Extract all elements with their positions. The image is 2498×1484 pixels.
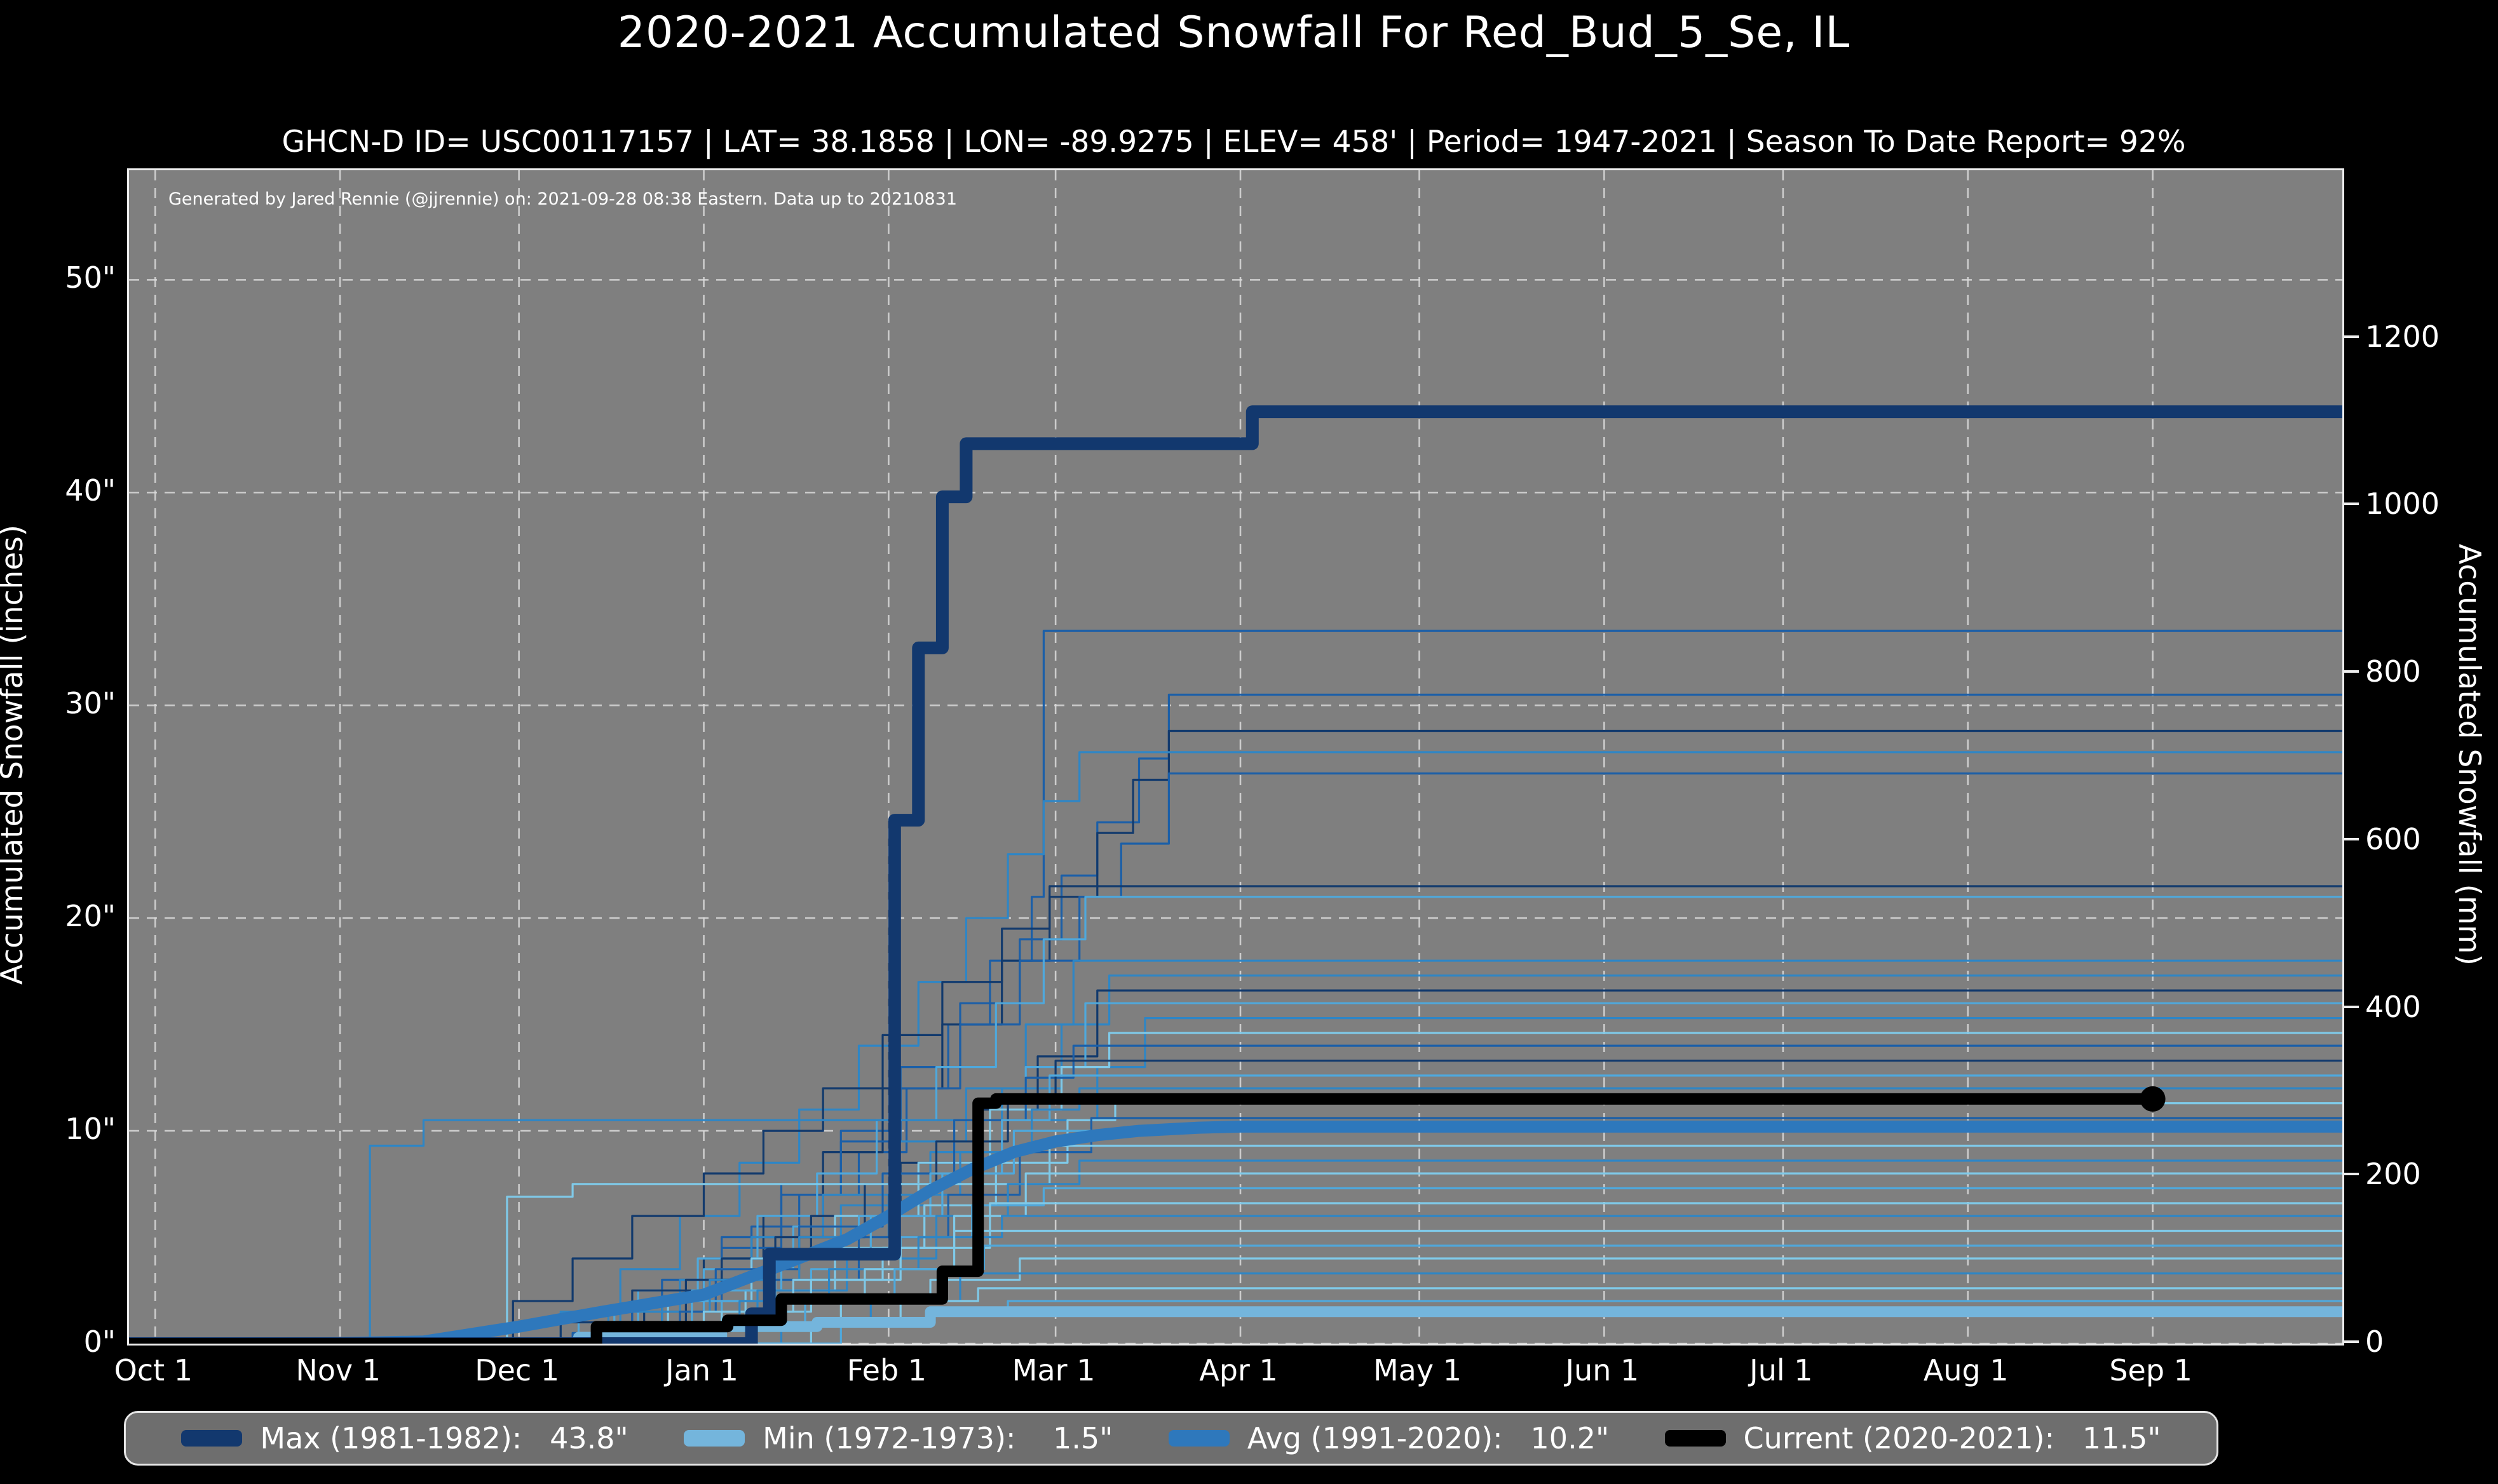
historical-year-line	[129, 1215, 2342, 1344]
x-tick-label-month: Jan 1	[665, 1353, 738, 1387]
current-line	[129, 1093, 2159, 1344]
legend-swatch	[181, 1430, 243, 1447]
historical-year-line	[129, 989, 2342, 1344]
historical-year-line	[129, 630, 2342, 1344]
y-tick-label-mm: 200	[2365, 1157, 2421, 1192]
y-tick-label-inches: 30"	[65, 686, 116, 721]
x-tick-label-month: Sep 1	[2109, 1353, 2192, 1387]
x-tick-label-month: May 1	[1373, 1353, 1462, 1387]
historical-year-line	[129, 1044, 2342, 1344]
historical-year-line	[129, 729, 2342, 1344]
legend-swatch	[684, 1430, 745, 1447]
x-tick-label-month: Jun 1	[1565, 1353, 1639, 1387]
y-tick-label-mm: 400	[2365, 989, 2421, 1024]
x-tick-label-month: Feb 1	[846, 1353, 927, 1387]
legend: Max (1981-1982): 43.8" Min (1972-1973): 1…	[124, 1411, 2218, 1466]
legend-swatch	[1168, 1430, 1230, 1447]
historical-year-line	[129, 751, 2342, 1344]
legend-label: Max (1981-1982): 43.8"	[260, 1421, 628, 1455]
legend-item-avg: Avg (1991-2020): 10.2"	[1168, 1421, 1610, 1455]
y-axis-right-label: Accumulated Snowfall (mm)	[2452, 544, 2487, 966]
x-tick-label-month: Dec 1	[475, 1353, 560, 1387]
y-tick-mark-mm	[2342, 1340, 2359, 1343]
legend-item-current: Current (2020-2021): 11.5"	[1664, 1421, 2161, 1455]
y-tick-label-inches: 50"	[65, 260, 116, 295]
current-end-marker	[2140, 1086, 2166, 1112]
y-tick-mark-mm	[2342, 335, 2359, 338]
historical-year-line	[129, 1202, 2342, 1344]
y-tick-label-inches: 0"	[83, 1325, 116, 1359]
y-tick-label-inches: 20"	[65, 899, 116, 934]
legend-swatch	[1664, 1430, 1726, 1447]
y-tick-label-mm: 600	[2365, 821, 2421, 856]
generated-by-annotation: Generated by Jared Rennie (@jjrennie) on…	[168, 189, 958, 209]
y-tick-label-mm: 1000	[2365, 487, 2440, 522]
legend-item-max: Max (1981-1982): 43.8"	[181, 1421, 628, 1455]
max-line	[129, 405, 2342, 1344]
y-tick-label-inches: 10"	[65, 1112, 116, 1147]
x-tick-label-month: Nov 1	[295, 1353, 381, 1387]
snowfall-chart-canvas	[129, 170, 2342, 1344]
historical-year-line	[129, 1144, 2342, 1344]
plot-area: Generated by Jared Rennie (@jjrennie) on…	[127, 168, 2344, 1346]
x-tick-label-month: Apr 1	[1199, 1353, 1278, 1387]
y-tick-mark-mm	[2342, 837, 2359, 840]
y-tick-label-mm: 800	[2365, 654, 2421, 689]
legend-label: Avg (1991-2020): 10.2"	[1247, 1421, 1610, 1455]
legend-label: Min (1972-1973): 1.5"	[763, 1421, 1113, 1455]
x-tick-label-month: Oct 1	[114, 1353, 193, 1387]
historical-year-line	[129, 885, 2342, 1344]
x-tick-label-month: Aug 1	[1923, 1353, 2009, 1387]
avg-line	[129, 1120, 2342, 1344]
x-tick-label-month: Mar 1	[1012, 1353, 1096, 1387]
historical-year-line	[129, 1017, 2342, 1344]
y-tick-mark-mm	[2342, 1173, 2359, 1176]
y-tick-mark-mm	[2342, 503, 2359, 506]
historical-year-line	[129, 1245, 2342, 1344]
y-tick-label-mm: 1200	[2365, 319, 2440, 354]
y-tick-label-mm: 0	[2365, 1325, 2384, 1359]
legend-label: Current (2020-2021): 11.5"	[1743, 1421, 2161, 1455]
chart-title: 2020-2021 Accumulated Snowfall For Red_B…	[617, 8, 1850, 58]
historical-year-line	[129, 1187, 2342, 1344]
y-tick-mark-mm	[2342, 670, 2359, 673]
historical-year-line	[129, 1229, 2342, 1344]
y-tick-mark-mm	[2342, 1005, 2359, 1008]
legend-item-min: Min (1972-1973): 1.5"	[684, 1421, 1113, 1455]
historical-year-line	[129, 1074, 2342, 1344]
chart-subtitle: GHCN-D ID= USC00117157 | LAT= 38.1858 | …	[282, 125, 2186, 159]
y-tick-label-inches: 40"	[65, 473, 116, 508]
x-tick-label-month: Jul 1	[1749, 1353, 1813, 1387]
